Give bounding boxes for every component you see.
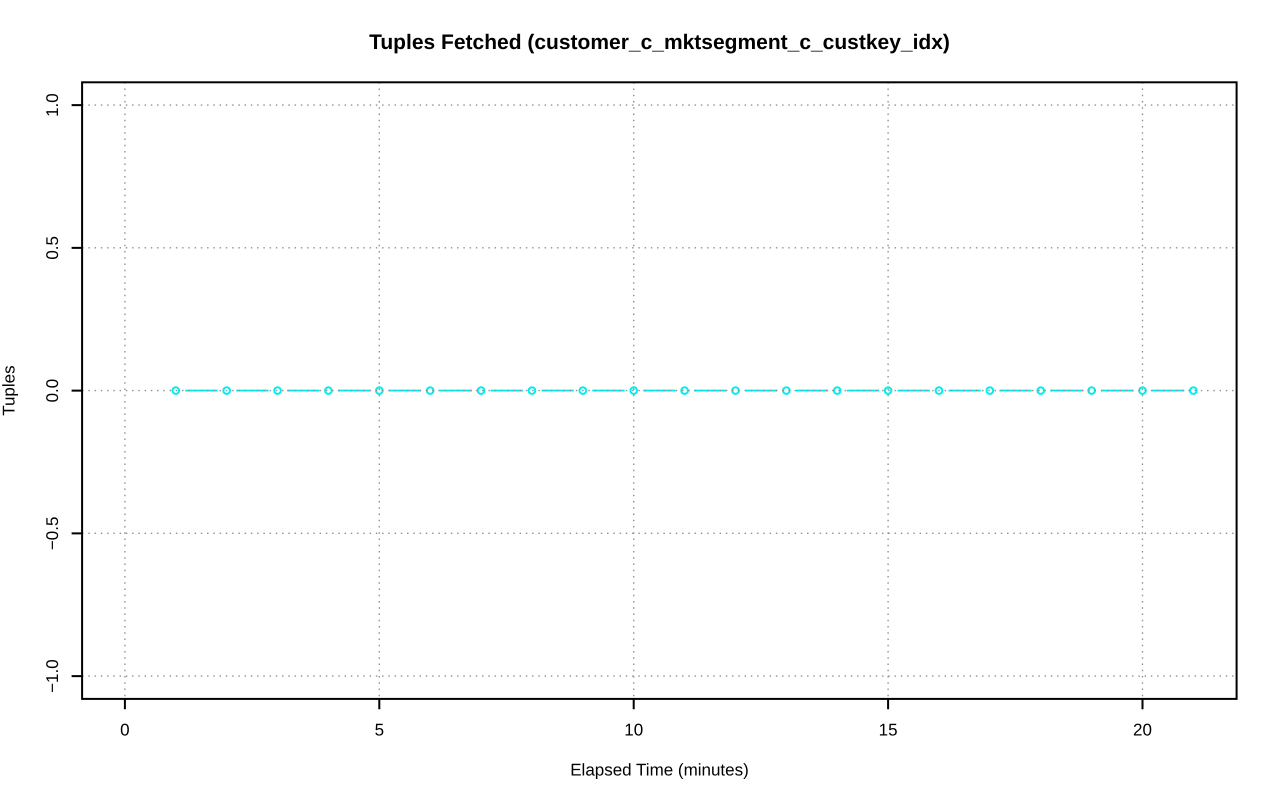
svg-text:−1.0: −1.0 [43,659,62,693]
svg-text:5: 5 [375,721,384,740]
svg-text:20: 20 [1133,721,1152,740]
svg-text:Elapsed Time (minutes): Elapsed Time (minutes) [570,760,749,779]
svg-text:10: 10 [624,721,643,740]
svg-text:0: 0 [120,721,129,740]
svg-text:Tuples: Tuples [0,365,19,415]
svg-text:0.5: 0.5 [43,236,62,260]
svg-text:−0.5: −0.5 [43,517,62,551]
svg-text:15: 15 [879,721,898,740]
svg-text:Tuples Fetched (customer_c_mkt: Tuples Fetched (customer_c_mktsegment_c_… [369,31,950,54]
svg-text:1.0: 1.0 [43,93,62,117]
svg-text:0.0: 0.0 [43,379,62,403]
